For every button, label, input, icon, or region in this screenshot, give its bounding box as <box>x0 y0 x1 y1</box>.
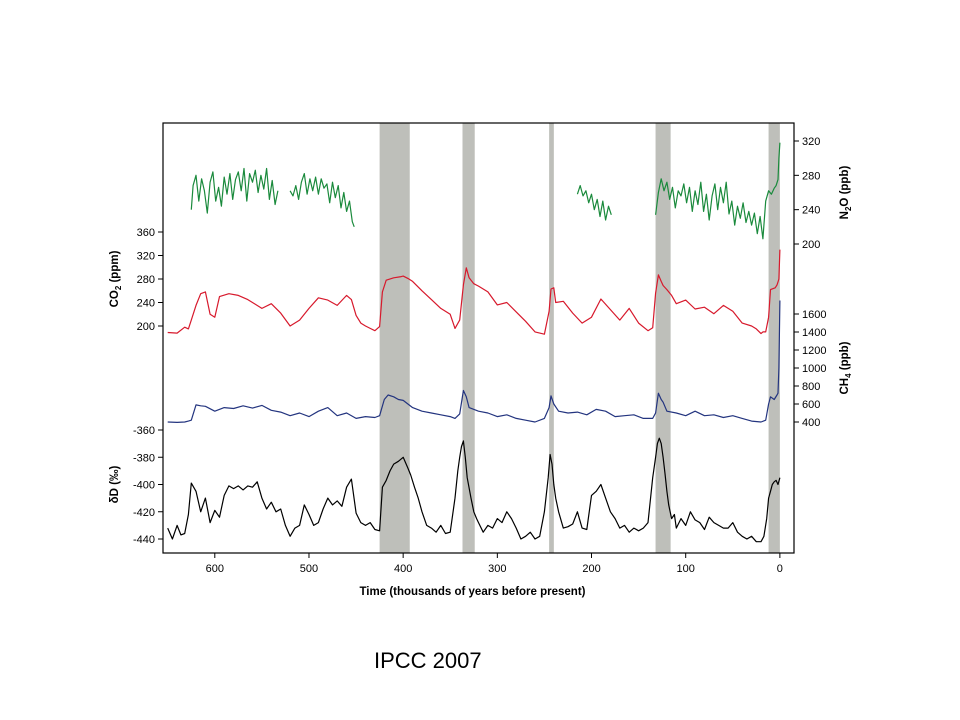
x-tick-label-0: 0 <box>777 563 783 575</box>
shaded-band-0 <box>379 123 410 553</box>
x-tick-label-500: 500 <box>300 563 318 575</box>
shaded-band-4 <box>768 123 780 553</box>
x-tick-label-100: 100 <box>677 563 695 575</box>
interglacial-bands <box>379 123 780 553</box>
x-tick-label-300: 300 <box>488 563 506 575</box>
ch4-tick-label-1200: 1200 <box>802 345 826 357</box>
ch4-line-0 <box>167 300 781 423</box>
ch4-tick-label-1400: 1400 <box>802 327 826 339</box>
n2o-line-2 <box>576 185 612 221</box>
n2o-line-1 <box>289 173 355 228</box>
dd-tick-label--380: -380 <box>133 452 155 464</box>
co2-tick-label-240: 240 <box>137 298 155 310</box>
dd-tick-label--400: -400 <box>133 480 155 492</box>
co2-tick-label-200: 200 <box>137 321 155 333</box>
n2o-tick-label-320: 320 <box>802 136 820 148</box>
n2o-axis-label: N2O (ppb) <box>839 166 853 220</box>
x-tick-label-600: 600 <box>206 563 224 575</box>
ch4-axis-label: CH4 (ppb) <box>839 341 853 394</box>
ch4-tick-label-600: 600 <box>802 399 820 411</box>
dd-tick-label--360: -360 <box>133 425 155 437</box>
shaded-band-3 <box>655 123 671 553</box>
ch4-tick-label-1000: 1000 <box>802 363 826 375</box>
co2-tick-label-360: 360 <box>137 227 155 239</box>
dd-axis-label: δD (‰) <box>109 466 121 504</box>
series-lines <box>167 142 781 543</box>
n2o-tick-label-280: 280 <box>802 170 820 182</box>
dd-line-0 <box>167 437 781 543</box>
n2o-tick-label-240: 240 <box>802 205 820 217</box>
n2o-line-0 <box>190 167 279 214</box>
dd-tick-label--440: -440 <box>133 534 155 546</box>
ch4-tick-label-400: 400 <box>802 417 820 429</box>
source-credit: IPCC 2007 <box>374 648 482 673</box>
x-axis-label: Time (thousands of years before present) <box>359 586 585 598</box>
dd-tick-label--420: -420 <box>133 507 155 519</box>
ch4-tick-label-800: 800 <box>802 381 820 393</box>
shaded-band-1 <box>462 123 475 553</box>
shaded-band-2 <box>549 123 554 553</box>
co2-line-0 <box>167 249 781 335</box>
n2o-tick-label-200: 200 <box>802 239 820 251</box>
ch4-tick-label-1600: 1600 <box>802 309 826 321</box>
co2-axis-label: CO2 (ppm) <box>109 250 123 307</box>
x-tick-label-400: 400 <box>394 563 412 575</box>
x-tick-label-200: 200 <box>582 563 600 575</box>
co2-tick-label-280: 280 <box>137 274 155 286</box>
n2o-line-3 <box>655 142 781 240</box>
co2-tick-label-320: 320 <box>137 251 155 263</box>
